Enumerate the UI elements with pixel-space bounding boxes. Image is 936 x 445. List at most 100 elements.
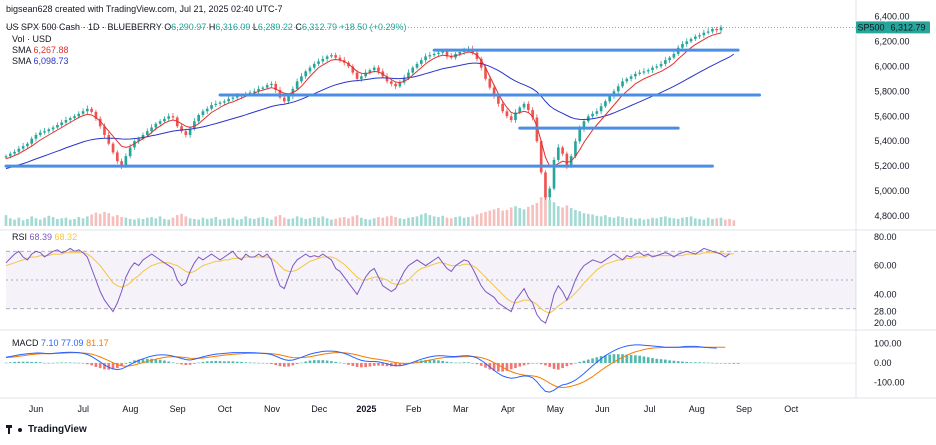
last-price-label: 6,312.79 xyxy=(890,22,925,32)
macd-histogram-bar xyxy=(527,363,530,365)
price-tick-label: 5,400.00 xyxy=(874,136,909,146)
macd-histogram-bar xyxy=(445,361,449,364)
macd-histogram-bar xyxy=(103,363,106,370)
macd-histogram-bar xyxy=(201,361,205,364)
candle-body xyxy=(115,152,119,162)
candle-body xyxy=(287,96,290,102)
macd-line xyxy=(5,344,717,393)
x-tick-label: Sep xyxy=(736,404,752,414)
macd-histogram-bar xyxy=(539,363,543,365)
rsi-line xyxy=(5,247,730,324)
volume-bar xyxy=(715,218,719,226)
volume-bar xyxy=(621,217,624,226)
candle-body xyxy=(197,115,200,122)
volume-bar xyxy=(638,218,641,226)
volume-bar xyxy=(244,216,248,226)
macd-histogram-bar xyxy=(231,361,235,364)
macd-histogram-bar xyxy=(334,361,337,364)
price-legend-entry: SMA 6,098.73 xyxy=(12,56,69,66)
volume-bar xyxy=(437,217,440,226)
candle-body xyxy=(128,147,132,157)
volume-bar xyxy=(518,208,522,226)
candle-body xyxy=(556,147,560,160)
volume-bar xyxy=(664,216,667,226)
volume-bar xyxy=(578,211,582,226)
volume-bar xyxy=(501,210,504,226)
candle-body xyxy=(26,143,29,147)
volume-bar xyxy=(398,218,402,226)
candle-body xyxy=(235,96,239,98)
volume-bar xyxy=(274,216,278,226)
price-tick-label: 5,000.00 xyxy=(874,186,909,196)
macd-histogram-bar xyxy=(223,361,226,364)
candle-body xyxy=(599,106,603,112)
candle-body xyxy=(154,123,158,128)
candle-body xyxy=(141,134,145,139)
candle-body xyxy=(282,97,286,102)
volume-bar xyxy=(312,217,316,226)
volume-bar xyxy=(432,216,436,226)
candle-body xyxy=(124,156,128,167)
volume-bar xyxy=(608,217,612,226)
macd-histogram-bar xyxy=(492,363,496,371)
macd-legend-entry: 81.17 xyxy=(86,338,109,348)
volume-bar xyxy=(411,217,415,226)
candle-body xyxy=(582,121,586,129)
candle-body xyxy=(201,111,205,116)
volume-bar xyxy=(428,215,432,226)
volume-bar xyxy=(278,215,282,226)
volume-bar xyxy=(458,216,462,226)
macd-histogram-bar xyxy=(565,363,569,367)
macd-histogram-bar xyxy=(34,361,38,364)
macd-histogram-bar xyxy=(728,363,731,364)
candle-body xyxy=(372,67,376,71)
volume-bar xyxy=(484,211,487,226)
macd-histogram-bar xyxy=(561,363,564,369)
macd-histogram-bar xyxy=(218,361,222,364)
macd-histogram-bar xyxy=(150,358,153,364)
volume-bar xyxy=(158,216,162,226)
candle-body xyxy=(175,117,179,127)
volume-bar xyxy=(544,194,547,226)
tradingview-brand: TradingView xyxy=(6,424,87,435)
volume-bar xyxy=(308,218,312,226)
candle-body xyxy=(64,120,68,123)
macd-histogram-bar xyxy=(711,362,714,364)
macd-histogram-bar xyxy=(300,362,303,364)
price-title: US SPX 500 Cash · 1D · BLUEBERRY xyxy=(6,22,162,32)
volume-bar xyxy=(201,217,205,226)
volume-bar xyxy=(497,208,500,226)
macd-histogram-bar xyxy=(642,356,646,364)
volume-bar xyxy=(4,215,8,226)
volume-bar xyxy=(175,215,179,226)
rsi-legend-name: RSI xyxy=(12,232,30,242)
macd-histogram-bar xyxy=(287,363,290,367)
macd-histogram-bar xyxy=(377,363,380,366)
macd-histogram-bar xyxy=(685,361,689,364)
volume-bar xyxy=(655,218,659,226)
candle-body xyxy=(158,121,162,124)
volume-bar xyxy=(30,216,34,226)
volume-bar xyxy=(629,217,633,226)
volume-bar xyxy=(111,216,115,226)
candle-body xyxy=(501,103,504,112)
candle-body xyxy=(445,51,449,57)
candle-body xyxy=(218,102,222,104)
macd-legend-entry: 77.09 xyxy=(61,338,86,348)
candle-body xyxy=(625,78,629,82)
macd-histogram-bar xyxy=(17,361,21,364)
macd-histogram-bar xyxy=(171,362,175,364)
macd-histogram-bar xyxy=(351,363,355,366)
candle-body xyxy=(522,103,526,108)
sma-fast-line xyxy=(5,32,722,167)
macd-histogram-bar xyxy=(253,362,256,364)
volume-bar xyxy=(552,202,556,226)
candle-body xyxy=(120,161,123,167)
candle-body xyxy=(552,159,556,189)
candle-body xyxy=(497,96,500,104)
macd-histogram-bar xyxy=(552,363,556,369)
candle-body xyxy=(73,116,76,119)
macd-histogram-bar xyxy=(338,362,342,364)
